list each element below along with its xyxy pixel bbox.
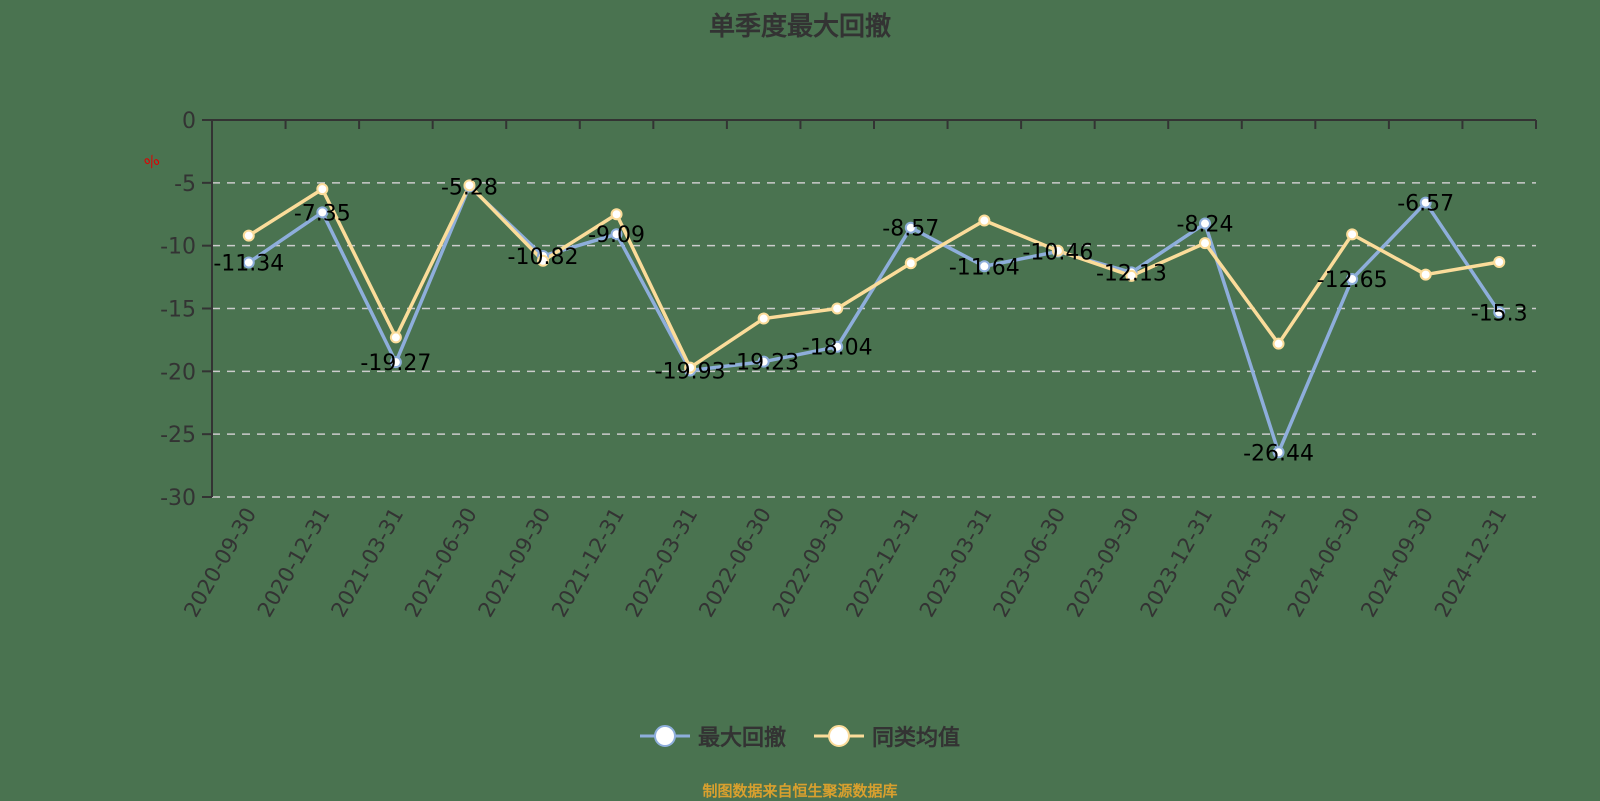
data-point[interactable] bbox=[242, 229, 255, 242]
data-point[interactable] bbox=[1272, 446, 1285, 459]
x-tick-label: 2024-09-30 bbox=[1356, 504, 1438, 622]
x-tick-label: 2023-12-31 bbox=[1136, 504, 1218, 622]
data-point[interactable] bbox=[1199, 217, 1211, 230]
data-point[interactable] bbox=[537, 254, 549, 267]
data-label: -12.13 bbox=[1096, 261, 1167, 286]
y-tick-label: -25 bbox=[160, 423, 196, 448]
x-tick-label: 2024-03-31 bbox=[1209, 504, 1291, 622]
y-axis-unit: % bbox=[141, 151, 162, 174]
data-point[interactable] bbox=[1346, 272, 1359, 285]
x-tick-label: 2021-12-31 bbox=[547, 504, 629, 622]
data-point[interactable] bbox=[831, 340, 844, 353]
x-tick-label: 2024-06-30 bbox=[1283, 504, 1365, 622]
data-point[interactable] bbox=[242, 256, 255, 269]
x-tick-label: 2022-03-31 bbox=[621, 504, 703, 622]
data-point[interactable] bbox=[904, 221, 917, 234]
data-label: -12.65 bbox=[1317, 268, 1388, 293]
data-label: -7.35 bbox=[294, 201, 351, 226]
data-point[interactable] bbox=[610, 228, 623, 241]
data-point[interactable] bbox=[610, 208, 623, 221]
data-point[interactable] bbox=[1419, 196, 1432, 209]
data-label: -5.28 bbox=[441, 175, 498, 200]
legend-marker-blue-icon bbox=[639, 725, 690, 747]
chart-title: 单季度最大回撤 bbox=[708, 12, 891, 42]
data-point[interactable] bbox=[1125, 269, 1138, 282]
data-label: -15.3 bbox=[1471, 301, 1528, 326]
data-point[interactable] bbox=[316, 206, 329, 219]
data-label: -19.27 bbox=[360, 351, 431, 376]
y-tick-label: -15 bbox=[160, 298, 196, 323]
data-point[interactable] bbox=[1493, 306, 1506, 319]
data-label: -10.46 bbox=[1022, 240, 1093, 265]
data-point[interactable] bbox=[684, 361, 697, 374]
y-tick-label: -10 bbox=[160, 235, 196, 260]
data-label: -26.44 bbox=[1243, 441, 1314, 466]
y-tick-label: -5 bbox=[174, 172, 196, 197]
x-tick-label: 2022-09-30 bbox=[768, 504, 850, 622]
legend-marker-yellow-icon bbox=[814, 725, 864, 747]
x-tick-label: 2024-12-31 bbox=[1430, 504, 1512, 622]
data-point[interactable] bbox=[1346, 228, 1359, 241]
data-point[interactable] bbox=[978, 260, 991, 273]
data-point[interactable] bbox=[978, 214, 991, 227]
data-label: -6.57 bbox=[1397, 192, 1454, 217]
data-label: -18.04 bbox=[802, 336, 873, 361]
data-label: -11.34 bbox=[213, 252, 284, 277]
data-point[interactable] bbox=[1493, 256, 1506, 269]
series-line bbox=[247, 183, 1500, 370]
legend-label: 同类均值 bbox=[872, 726, 961, 751]
data-label: -9.09 bbox=[588, 223, 645, 248]
legend-item-max-drawdown[interactable]: 最大回撤 bbox=[639, 720, 786, 752]
x-tick-label: 2021-09-30 bbox=[474, 504, 556, 622]
data-label: -8.24 bbox=[1177, 213, 1234, 238]
source-note: 制图数据来自恒生聚源数据库 bbox=[702, 782, 898, 800]
y-tick-label: 0 bbox=[182, 109, 196, 134]
data-label: -19.23 bbox=[728, 351, 799, 376]
legend-item-peer-average[interactable]: 同类均值 bbox=[814, 720, 960, 752]
data-point[interactable] bbox=[389, 356, 402, 369]
x-tick-label: 2023-06-30 bbox=[988, 504, 1070, 622]
x-tick-label: 2020-12-31 bbox=[253, 504, 335, 622]
data-point[interactable] bbox=[1051, 244, 1064, 257]
x-tick-label: 2021-06-30 bbox=[400, 504, 482, 622]
x-tick-label: 2020-09-30 bbox=[179, 504, 261, 622]
data-point[interactable] bbox=[757, 312, 770, 325]
x-tick-label: 2021-03-31 bbox=[326, 504, 408, 622]
x-tick-label: 2022-12-31 bbox=[841, 504, 923, 622]
data-point[interactable] bbox=[757, 355, 770, 368]
data-label: -10.82 bbox=[508, 245, 579, 270]
data-label: -8.57 bbox=[882, 217, 939, 242]
data-point[interactable] bbox=[1419, 268, 1432, 281]
x-tick-label: 2023-03-31 bbox=[915, 503, 997, 621]
data-point[interactable] bbox=[1199, 237, 1211, 250]
data-point[interactable] bbox=[463, 179, 476, 192]
data-point[interactable] bbox=[904, 257, 917, 270]
x-tick-label: 2023-09-30 bbox=[1062, 504, 1144, 622]
data-point[interactable] bbox=[1272, 337, 1285, 350]
y-tick-label: -30 bbox=[160, 486, 196, 511]
data-point[interactable] bbox=[389, 331, 402, 344]
data-point[interactable] bbox=[316, 183, 329, 196]
legend: 最大回撤 同类均值 bbox=[0, 720, 1600, 752]
data-label: -19.93 bbox=[655, 359, 726, 384]
y-tick-label: -20 bbox=[160, 360, 196, 385]
series-line bbox=[247, 184, 1501, 455]
x-tick-label: 2022-06-30 bbox=[694, 504, 776, 622]
legend-label: 最大回撤 bbox=[697, 726, 786, 751]
data-point[interactable] bbox=[831, 302, 844, 315]
data-label: -11.64 bbox=[949, 255, 1020, 280]
